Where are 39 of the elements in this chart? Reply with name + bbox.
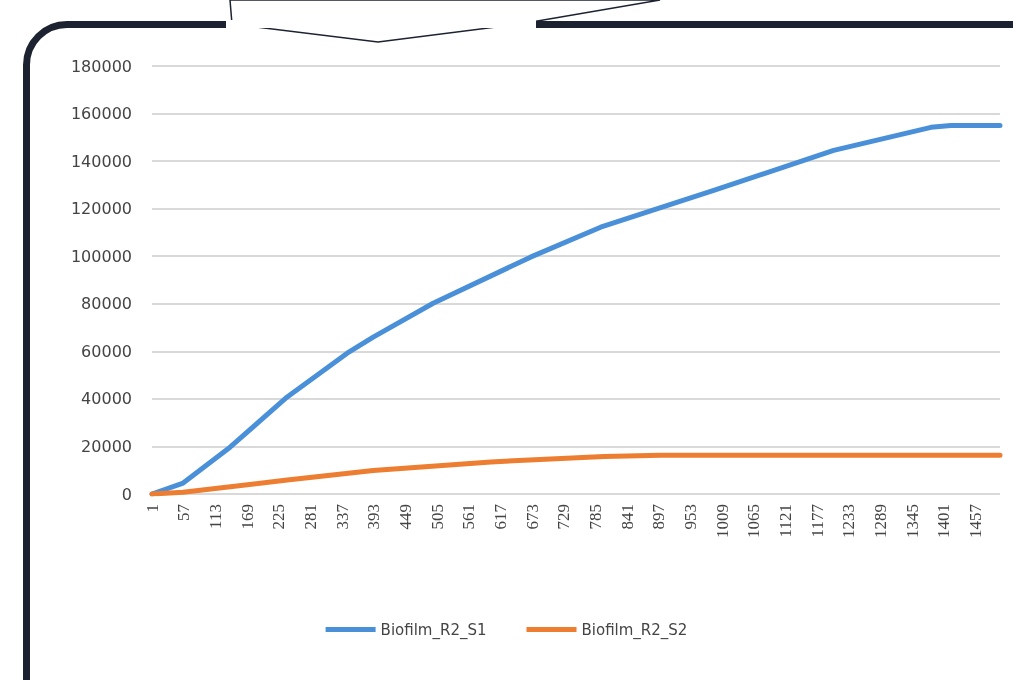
x-tick-label: 953	[681, 504, 701, 530]
x-tick-label: 897	[649, 503, 669, 530]
x-tick-label: 281	[300, 504, 320, 530]
x-tick-label: 729	[554, 504, 574, 530]
y-tick-label: 20000	[81, 436, 132, 456]
x-tick-label: 337	[332, 503, 352, 530]
x-tick-label: 1	[142, 504, 162, 513]
x-tick-label: 449	[395, 504, 415, 530]
x-tick-label: 673	[522, 504, 542, 530]
x-tick-label: 1065	[744, 504, 764, 538]
x-tick-label: 617	[490, 503, 510, 530]
y-tick-label: 0	[121, 484, 132, 504]
x-tick-label: 1345	[902, 504, 922, 538]
x-tick-label: 1177	[807, 503, 827, 538]
y-tick-label: 80000	[81, 294, 132, 314]
x-tick-label: 113	[205, 504, 225, 529]
y-tick-label: 180000	[70, 56, 132, 76]
x-tick-label: 561	[459, 504, 479, 530]
y-tick-label: 140000	[70, 151, 132, 171]
legend-label: Biofilm_R2_S1	[380, 620, 487, 640]
x-tick-label: 1289	[871, 504, 891, 538]
x-tick-label: 785	[586, 504, 606, 530]
x-tick-label: 1009	[712, 504, 732, 538]
x-tick-label: 57	[174, 503, 194, 521]
x-tick-label: 1233	[839, 504, 859, 538]
x-tick-label: 225	[269, 504, 289, 530]
x-tick-label: 393	[364, 504, 384, 530]
x-tick-label: 1121	[776, 504, 796, 538]
y-tick-label: 60000	[81, 341, 132, 361]
y-tick-label: 120000	[70, 199, 132, 219]
x-tick-label: 169	[237, 504, 257, 530]
y-tick-label: 40000	[81, 389, 132, 409]
y-tick-label: 100000	[70, 246, 132, 266]
x-tick-label: 841	[617, 504, 637, 530]
x-tick-label: 505	[427, 504, 447, 530]
x-tick-label: 1457	[966, 503, 986, 538]
legend-label: Biofilm_R2_S2	[581, 620, 688, 640]
x-tick-label: 1401	[934, 504, 954, 538]
y-tick-label: 160000	[70, 104, 132, 124]
